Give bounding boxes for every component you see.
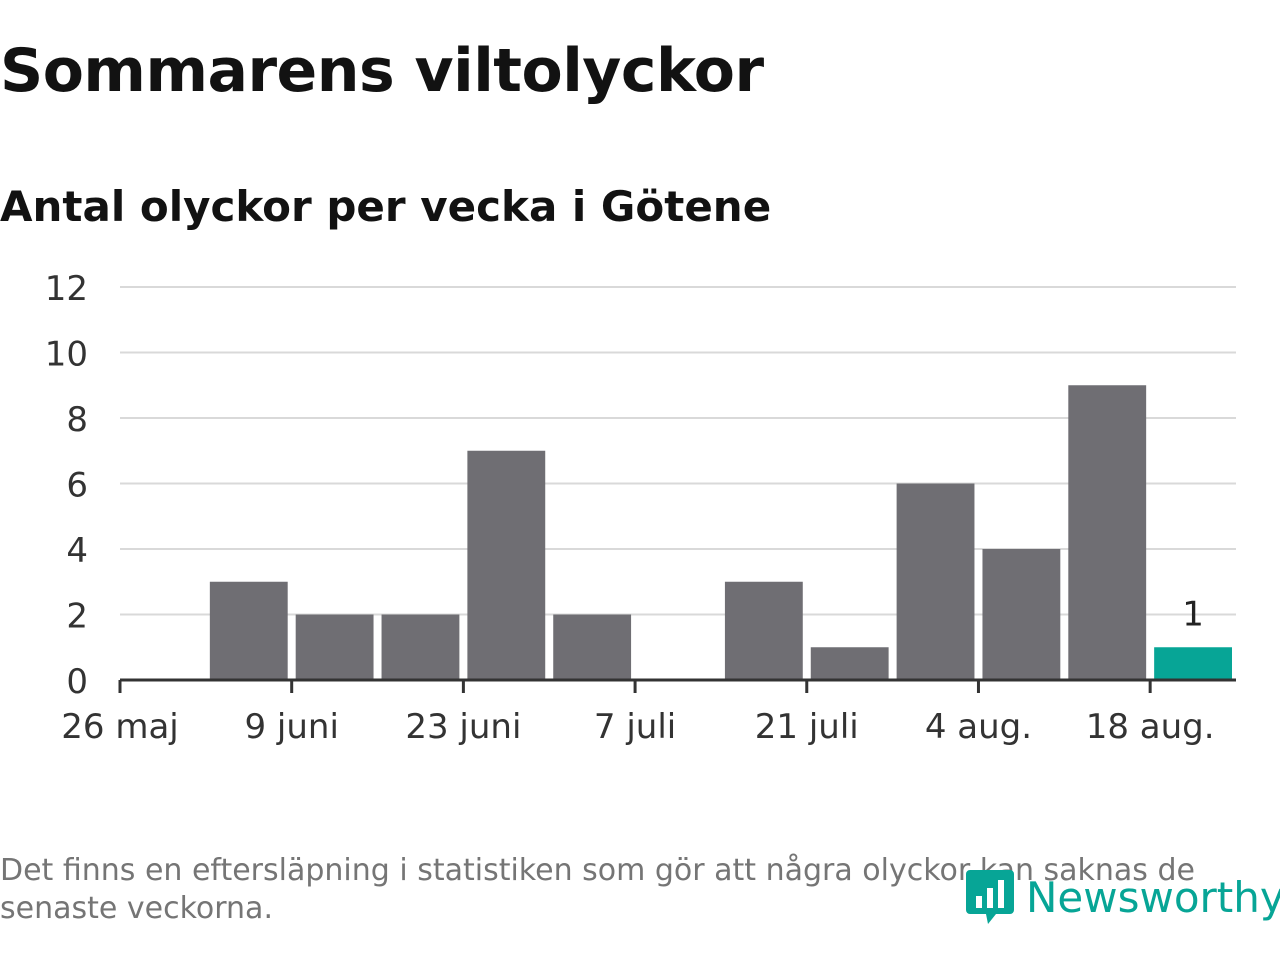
bar <box>810 647 889 680</box>
newsworthy-logo-icon <box>966 870 1014 924</box>
bar <box>982 549 1061 680</box>
bars <box>209 385 1232 680</box>
bar <box>295 614 374 680</box>
bar <box>1154 647 1232 680</box>
y-axis-tick-labels: 0 2 4 6 8 10 12 <box>45 269 88 702</box>
bar <box>381 614 460 680</box>
bar <box>724 581 803 680</box>
x-tick-label: 4 aug. <box>925 707 1032 747</box>
brand-name: Newsworthy <box>1026 872 1280 922</box>
data-label: 1 <box>1182 594 1204 634</box>
x-axis <box>118 678 1236 693</box>
bar <box>553 614 632 680</box>
x-tick-label: 18 aug. <box>1086 707 1215 747</box>
y-tick-label: 2 <box>66 597 88 637</box>
y-tick-label: 4 <box>66 531 88 571</box>
y-tick-label: 0 <box>66 662 88 702</box>
y-tick-label: 8 <box>66 400 88 440</box>
x-tick-label: 26 maj <box>61 707 178 747</box>
x-tick-label: 7 juli <box>594 707 676 747</box>
data-labels: 1 <box>1182 594 1204 634</box>
y-tick-label: 10 <box>45 335 88 375</box>
x-axis-tick-labels: 26 maj 9 juni 23 juni 7 juli 21 juli 4 aug. 18… <box>61 707 1214 747</box>
y-tick-label: 12 <box>45 269 88 309</box>
y-tick-label: 6 <box>66 466 88 506</box>
bar <box>467 450 546 680</box>
x-tick-label: 9 juni <box>244 707 338 747</box>
x-tick-label: 23 juni <box>405 707 521 747</box>
bar <box>209 581 288 680</box>
chart-subtitle: Antal olyckor per vecka i Götene <box>0 182 772 231</box>
chart-title: Sommarens viltolyckor <box>0 36 764 106</box>
newsworthy-logo: Newsworthy <box>964 864 1280 930</box>
x-tick-label: 21 juli <box>755 707 859 747</box>
bar <box>896 483 975 680</box>
bar <box>1068 385 1147 680</box>
